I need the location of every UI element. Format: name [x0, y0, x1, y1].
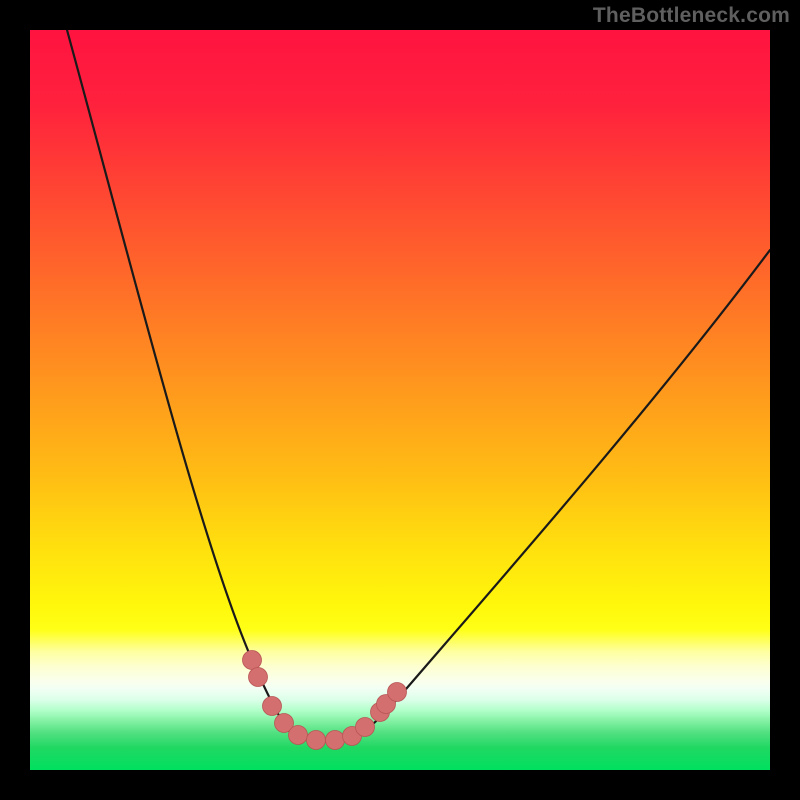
- data-marker: [263, 697, 282, 716]
- data-marker: [243, 651, 262, 670]
- data-marker: [307, 731, 326, 750]
- plot-background: [30, 30, 770, 770]
- data-marker: [249, 668, 268, 687]
- watermark-text: TheBottleneck.com: [593, 4, 790, 28]
- data-marker: [289, 726, 308, 745]
- data-marker: [388, 683, 407, 702]
- data-marker: [326, 731, 345, 750]
- chart-stage: TheBottleneck.com: [0, 0, 800, 800]
- data-marker: [356, 718, 375, 737]
- v-curve-chart: [0, 0, 800, 800]
